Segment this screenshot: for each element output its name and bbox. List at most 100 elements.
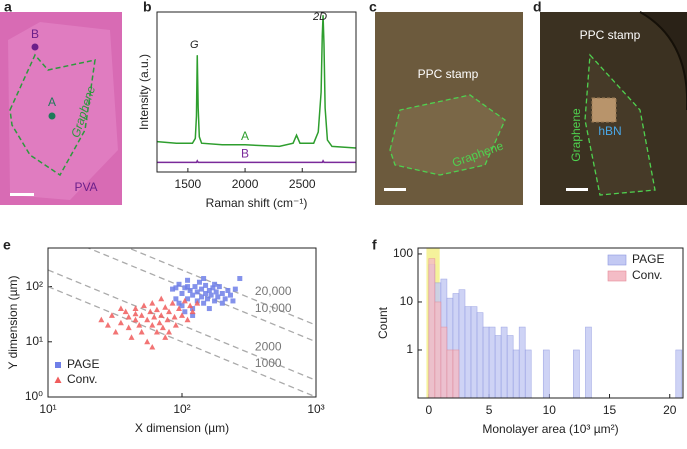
point bbox=[213, 289, 219, 295]
panel-label: d bbox=[533, 0, 542, 15]
bar bbox=[585, 326, 592, 399]
bar bbox=[573, 349, 580, 399]
micrograph-c: PPC stamp Graphene c bbox=[369, 0, 523, 205]
bar bbox=[542, 349, 550, 399]
point bbox=[201, 300, 207, 306]
point bbox=[158, 312, 165, 318]
y-tick-label: 10¹ bbox=[26, 334, 43, 348]
bar bbox=[506, 335, 514, 399]
x-tick-label: 10 bbox=[543, 403, 557, 417]
x-tick-label: 15 bbox=[603, 403, 617, 417]
point bbox=[216, 284, 222, 290]
panel-label: f bbox=[372, 237, 377, 253]
panel-label: e bbox=[3, 237, 11, 253]
point bbox=[237, 276, 243, 282]
y-tick-label: 1 bbox=[406, 342, 413, 356]
point bbox=[176, 281, 182, 287]
point bbox=[225, 287, 231, 293]
x-tick-label: 10¹ bbox=[39, 402, 56, 416]
flake-outline bbox=[584, 53, 656, 196]
point bbox=[132, 310, 139, 317]
bar bbox=[524, 349, 532, 399]
y-tick-label: 10² bbox=[26, 279, 43, 293]
point bbox=[173, 296, 179, 302]
point bbox=[164, 316, 171, 323]
flake-outline bbox=[9, 53, 96, 177]
point bbox=[203, 282, 209, 288]
point bbox=[172, 321, 179, 328]
point bbox=[185, 284, 191, 290]
scale-bar bbox=[384, 188, 406, 191]
point bbox=[144, 338, 151, 345]
point bbox=[232, 286, 238, 292]
label: PPC stamp bbox=[418, 67, 479, 81]
point bbox=[108, 312, 115, 318]
bar bbox=[512, 349, 520, 399]
point bbox=[206, 287, 212, 293]
x-axis-label: Monolayer area (10³ µm²) bbox=[482, 422, 618, 436]
point bbox=[227, 292, 233, 298]
point bbox=[199, 286, 205, 292]
point bbox=[136, 321, 143, 328]
point bbox=[128, 334, 135, 340]
bar bbox=[470, 306, 478, 399]
bar bbox=[452, 349, 460, 399]
contour-label: 20,000 bbox=[255, 284, 292, 298]
x-tick-label: 5 bbox=[486, 403, 493, 417]
y-tick-label: 100 bbox=[393, 246, 413, 260]
bar bbox=[428, 258, 436, 399]
point bbox=[144, 316, 151, 323]
point bbox=[190, 292, 196, 298]
point bbox=[196, 279, 202, 285]
point bbox=[132, 305, 139, 311]
panel-label: b bbox=[143, 0, 152, 15]
point bbox=[138, 328, 145, 335]
point bbox=[192, 284, 198, 290]
legend-label: Conv. bbox=[67, 372, 97, 386]
point bbox=[176, 305, 183, 311]
point bbox=[156, 319, 163, 326]
point bbox=[179, 303, 185, 309]
bar bbox=[500, 326, 508, 399]
point bbox=[194, 300, 201, 306]
spot bbox=[48, 112, 56, 120]
y-tick-label: 10⁰ bbox=[25, 389, 43, 403]
x-tick-label: 10² bbox=[173, 402, 190, 416]
x-tick-label: 20 bbox=[663, 403, 677, 417]
point bbox=[170, 286, 176, 292]
annotation: G bbox=[190, 39, 199, 51]
point bbox=[112, 328, 119, 335]
scale-bar bbox=[10, 193, 34, 196]
bar bbox=[518, 326, 526, 399]
x-axis-label: Raman shift (cm⁻¹) bbox=[206, 196, 308, 210]
x-tick-label: 10³ bbox=[307, 402, 324, 416]
point bbox=[201, 276, 207, 282]
panel-label: a bbox=[4, 0, 12, 15]
label: B bbox=[31, 27, 39, 41]
point bbox=[159, 324, 166, 331]
point bbox=[104, 321, 111, 328]
legend-label: PAGE bbox=[632, 252, 664, 266]
bar bbox=[476, 312, 484, 399]
point bbox=[153, 306, 160, 313]
label: A bbox=[48, 95, 56, 109]
point bbox=[219, 300, 225, 306]
legend-marker bbox=[55, 362, 61, 368]
point bbox=[122, 308, 129, 315]
flake-outline bbox=[389, 94, 506, 176]
point bbox=[189, 308, 196, 315]
point bbox=[179, 290, 185, 296]
bar bbox=[675, 349, 683, 399]
point bbox=[138, 312, 145, 318]
series-line bbox=[157, 159, 356, 164]
micrograph-a: B A Graphene PVA a bbox=[0, 0, 122, 205]
label: Graphene bbox=[569, 108, 583, 162]
x-axis-label: X dimension (µm) bbox=[135, 421, 229, 435]
point bbox=[166, 308, 173, 315]
bar bbox=[440, 326, 448, 399]
contour-label: 2000 bbox=[255, 339, 282, 353]
point bbox=[149, 343, 156, 350]
bar bbox=[482, 326, 490, 399]
point bbox=[199, 294, 205, 300]
